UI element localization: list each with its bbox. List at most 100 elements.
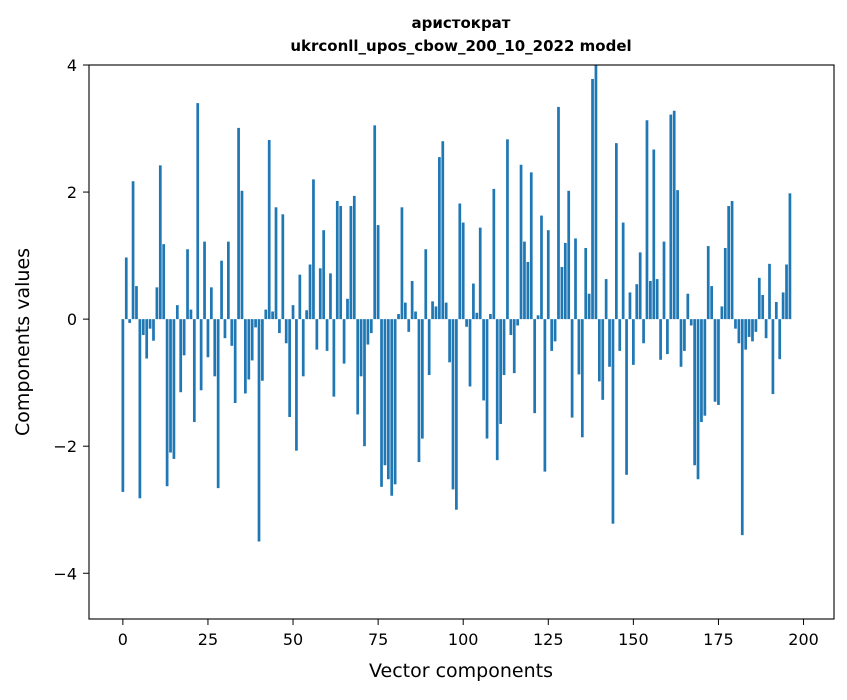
- bar: [560, 267, 564, 320]
- bar: [679, 319, 683, 367]
- bar: [250, 319, 254, 361]
- bar: [546, 230, 550, 320]
- bar: [567, 190, 571, 320]
- x-tick-label: 100: [448, 630, 479, 649]
- bar: [601, 319, 605, 400]
- bar: [359, 319, 363, 377]
- bar: [734, 319, 737, 329]
- bar: [213, 319, 217, 377]
- bar: [152, 319, 155, 341]
- bar: [284, 319, 288, 344]
- bar: [509, 319, 513, 336]
- bar: [383, 319, 387, 466]
- bar: [580, 319, 584, 438]
- bar: [757, 277, 761, 320]
- bar: [448, 319, 451, 363]
- bar: [700, 319, 703, 423]
- bar: [645, 120, 649, 320]
- bar: [281, 214, 285, 320]
- bar: [662, 241, 666, 320]
- bar: [577, 319, 581, 375]
- bar: [216, 319, 220, 489]
- bar: [434, 306, 438, 320]
- bar: [298, 274, 302, 320]
- bar: [632, 319, 635, 365]
- bar: [233, 319, 237, 403]
- bar: [165, 319, 169, 487]
- bar: [720, 306, 724, 320]
- bar: [145, 319, 149, 359]
- bar: [723, 247, 727, 320]
- bar: [179, 319, 183, 393]
- bar: [652, 149, 656, 320]
- bar: [376, 225, 380, 320]
- bar: [380, 319, 383, 487]
- x-axis-label: Vector components: [369, 660, 553, 682]
- bar: [703, 319, 707, 416]
- bars-group: [121, 65, 792, 542]
- bar: [278, 319, 281, 334]
- bar: [781, 292, 785, 320]
- bar: [574, 238, 577, 320]
- bar: [431, 301, 434, 320]
- bar: [727, 206, 731, 320]
- bar: [516, 319, 520, 326]
- bar: [642, 319, 645, 344]
- bar: [584, 247, 588, 320]
- y-axis-label: Components values: [12, 248, 34, 436]
- bar: [135, 286, 138, 320]
- bar: [363, 319, 366, 447]
- bar: [169, 319, 172, 453]
- bar: [349, 206, 353, 320]
- bar: [649, 281, 652, 320]
- bar: [628, 292, 632, 320]
- bar: [764, 319, 768, 339]
- bar: [288, 319, 291, 417]
- x-tick-label: 150: [618, 630, 649, 649]
- bar: [754, 319, 758, 332]
- bar: [356, 319, 360, 415]
- bar: [506, 139, 509, 320]
- bar: [778, 319, 782, 360]
- bar: [424, 249, 428, 320]
- bar: [247, 319, 251, 380]
- bar: [761, 294, 765, 320]
- bar: [254, 319, 257, 328]
- bar: [533, 319, 537, 414]
- bar: [407, 319, 411, 332]
- bar: [608, 319, 611, 367]
- bar: [472, 283, 475, 320]
- bar: [482, 319, 485, 401]
- bar: [751, 319, 754, 342]
- bar: [209, 287, 213, 320]
- y-tick-label: 2: [67, 183, 77, 202]
- bar: [261, 319, 264, 381]
- x-tick-label: 0: [118, 630, 128, 649]
- bar: [669, 114, 673, 320]
- x-tick-label: 50: [283, 630, 303, 649]
- bar: [410, 281, 414, 320]
- bar: [237, 127, 240, 320]
- bar: [553, 319, 557, 342]
- bar: [519, 164, 523, 320]
- bar: [335, 200, 339, 320]
- bar: [788, 193, 792, 320]
- bar: [475, 312, 479, 320]
- bar: [659, 319, 662, 360]
- bar: [461, 222, 465, 320]
- bar: [717, 319, 720, 405]
- bar: [308, 264, 312, 320]
- bar: [390, 319, 394, 496]
- y-tick-label: −4: [53, 564, 77, 583]
- bar: [502, 319, 506, 376]
- y-tick-label: 4: [67, 56, 77, 75]
- bar: [774, 301, 778, 320]
- bar: [740, 319, 744, 536]
- bar: [227, 241, 230, 320]
- bar: [744, 319, 748, 350]
- bar: [621, 222, 625, 320]
- bar: [403, 302, 407, 320]
- bar: [512, 319, 516, 374]
- bar: [458, 203, 462, 320]
